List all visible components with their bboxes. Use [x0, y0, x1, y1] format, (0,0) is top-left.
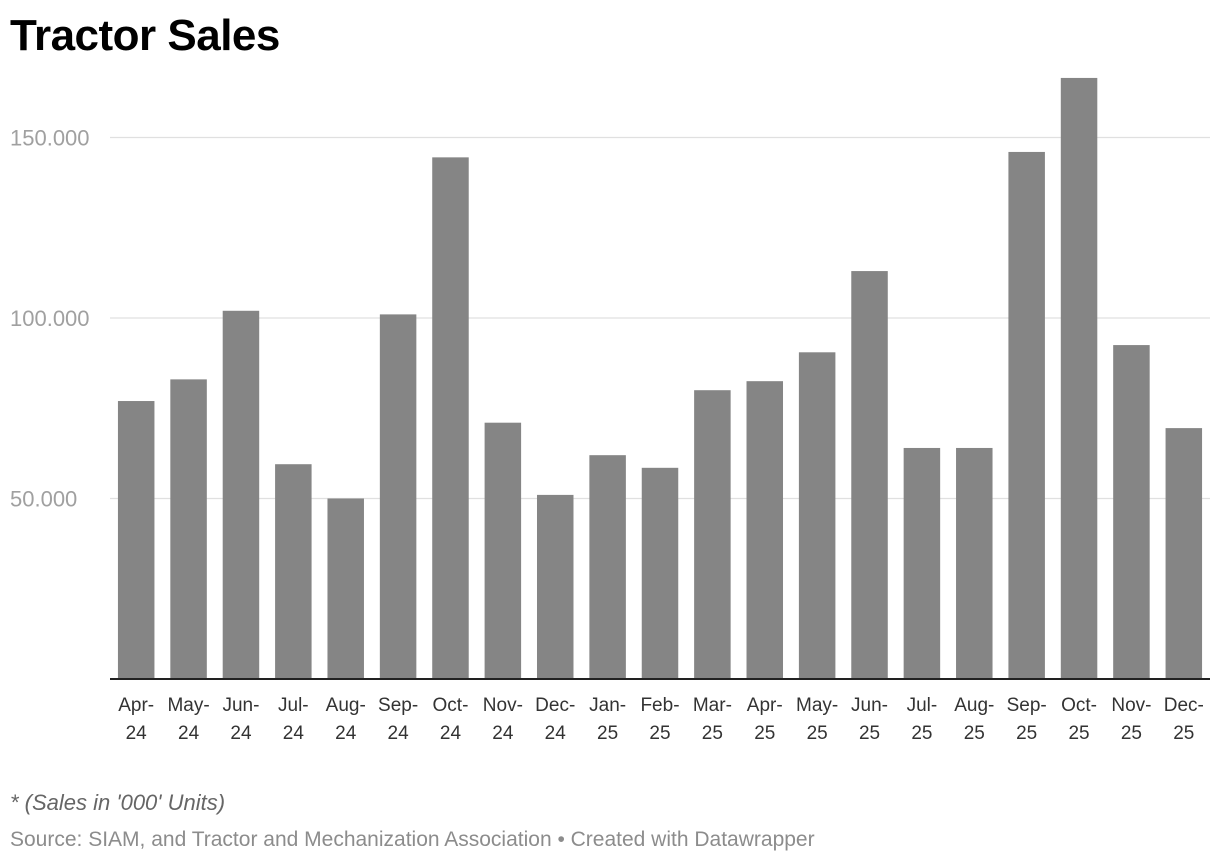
x-tick-label: Feb-25: [640, 695, 679, 744]
bar: [1165, 428, 1203, 679]
bar: [1113, 345, 1150, 679]
bars: [117, 77, 1203, 680]
bar: [170, 379, 207, 679]
y-tick-label: 100.000: [10, 306, 90, 331]
units-note: * (Sales in '000' Units): [10, 790, 226, 815]
x-tick-label: Oct-25: [1061, 695, 1097, 744]
x-tick-label: Nov-24: [483, 695, 523, 744]
source-credit: Source: SIAM, and Tractor and Mechanizat…: [10, 828, 815, 851]
bar: [484, 422, 522, 679]
x-tick-label: Jul-24: [278, 695, 309, 744]
bar: [694, 390, 731, 679]
x-tick-label: Jan-25: [589, 695, 626, 744]
x-tick-label: May-24: [167, 695, 209, 744]
x-tick-label: Aug-24: [326, 695, 366, 744]
bar: [851, 271, 888, 679]
x-tick-label: Oct-24: [433, 695, 469, 744]
bar: [379, 314, 417, 679]
x-tick-label: Apr-24: [118, 695, 154, 744]
y-tick-label: 50.000: [10, 487, 77, 512]
x-tick-label: Sep-24: [378, 695, 418, 744]
bar: [327, 498, 364, 679]
x-tick-label: Dec-25: [1164, 695, 1204, 744]
bar: [956, 447, 993, 679]
bar: [1008, 151, 1045, 679]
x-tick-label: Jun-25: [851, 695, 888, 744]
bar: [746, 381, 784, 679]
bar: [798, 352, 836, 679]
x-axis-labels: Apr-24 May-24 Jun-24 Jul-24 Aug-24 Sep-24 Oct-…: [118, 695, 1204, 744]
x-tick-label: Apr-25: [747, 695, 783, 744]
x-tick-label: Dec-24: [535, 695, 575, 744]
bar: [275, 464, 312, 679]
bar-chart: 50.000 100.000 150.000 Apr-24 May-24 Jun-24 J…: [10, 77, 1210, 744]
bar: [222, 310, 260, 679]
bar: [117, 401, 155, 679]
x-tick-label: Sep-25: [1007, 695, 1047, 744]
bar: [432, 157, 469, 680]
bar: [1060, 77, 1098, 679]
bar: [903, 447, 941, 679]
gridlines: [110, 136, 1210, 500]
bar: [589, 455, 626, 679]
x-tick-label: Mar-25: [693, 695, 732, 744]
x-tick-label: Jun-24: [222, 695, 259, 744]
x-tick-label: Jul-25: [907, 695, 938, 744]
bar: [536, 494, 574, 679]
x-tick-label: Nov-25: [1111, 695, 1151, 744]
y-tick-label: 150.000: [10, 126, 90, 151]
x-tick-label: May-25: [796, 695, 838, 744]
chart-title: Tractor Sales: [10, 11, 280, 60]
x-tick-label: Aug-25: [954, 695, 994, 744]
bar: [641, 467, 679, 679]
y-axis-labels: 50.000 100.000 150.000: [10, 126, 90, 512]
